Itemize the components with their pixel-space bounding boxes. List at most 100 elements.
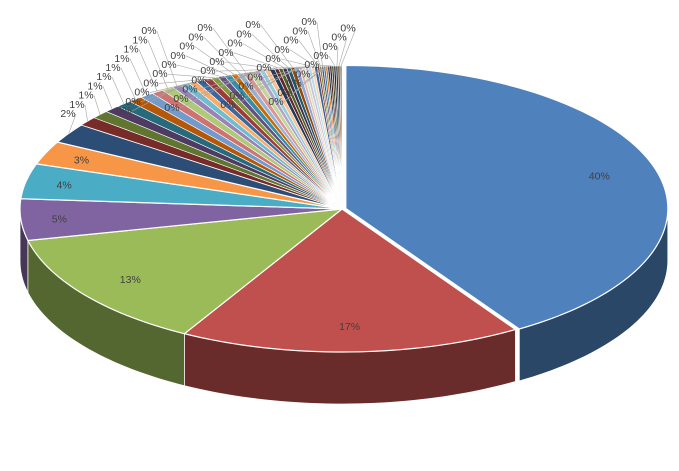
data-label-4: 4% <box>57 179 72 191</box>
leader-line-17 <box>140 82 193 103</box>
data-label-42: 0% <box>274 44 289 56</box>
leader-line-33 <box>242 43 285 69</box>
leader-line-49 <box>310 65 331 75</box>
data-label-32: 0% <box>218 47 233 59</box>
data-label-24: 0% <box>188 31 203 43</box>
data-label-25: 0% <box>197 22 212 34</box>
leader-line-32 <box>233 52 281 69</box>
data-label-46: 0% <box>268 96 283 108</box>
leader-line-15 <box>156 31 178 87</box>
data-label-9: 1% <box>87 80 102 92</box>
leader-line-54 <box>340 28 357 67</box>
data-label-22: 0% <box>170 50 185 62</box>
data-label-47: 0% <box>277 87 292 99</box>
data-label-19: 0% <box>143 77 158 89</box>
leader-line-25 <box>212 28 246 73</box>
data-label-33: 0% <box>227 38 242 50</box>
data-label-26: 0% <box>164 102 179 114</box>
pie-slice-6 <box>56 124 343 210</box>
data-label-13: 1% <box>123 44 138 56</box>
data-label-1: 17% <box>339 321 360 333</box>
data-label-51: 0% <box>313 50 328 62</box>
data-labels: 40%17%13%5%4%3%2%1%1%1%1%1%1%1%1%0%0%0%0… <box>52 16 610 333</box>
data-label-5: 3% <box>74 155 89 167</box>
data-label-12: 1% <box>114 53 129 65</box>
pie-slice-3 <box>19 198 343 242</box>
leader-line-53 <box>338 37 348 67</box>
data-label-28: 0% <box>182 84 197 96</box>
data-label-52: 0% <box>322 41 337 53</box>
pie-slice-2 <box>26 208 344 335</box>
data-label-44: 0% <box>292 25 307 37</box>
data-label-41: 0% <box>265 53 280 65</box>
data-label-50: 0% <box>304 59 319 71</box>
data-label-49: 0% <box>295 68 310 80</box>
leader-line-18 <box>149 80 200 93</box>
leader-line-45 <box>316 22 323 67</box>
data-label-2: 13% <box>120 274 141 286</box>
leader-line-6 <box>68 113 77 134</box>
data-label-39: 0% <box>247 71 262 83</box>
leader-line-29 <box>206 69 268 81</box>
data-label-29: 0% <box>191 74 206 86</box>
pie-tops <box>19 64 669 353</box>
leader-line-31 <box>224 61 277 70</box>
data-label-6: 2% <box>60 108 75 120</box>
leader-line-24 <box>203 37 241 74</box>
leader-lines <box>68 22 357 134</box>
leader-line-11 <box>120 67 136 100</box>
leader-line-9 <box>102 86 113 110</box>
data-label-35: 0% <box>245 19 260 31</box>
leader-line-42 <box>289 49 316 67</box>
leader-line-47 <box>292 65 327 94</box>
leader-line-8 <box>93 95 101 115</box>
data-label-53: 0% <box>331 32 346 44</box>
leader-line-10 <box>111 77 125 104</box>
data-label-36: 0% <box>220 99 235 111</box>
data-label-54: 0% <box>340 22 355 34</box>
leader-line-34 <box>251 34 289 69</box>
leader-line-40 <box>271 66 310 69</box>
data-label-34: 0% <box>236 28 251 40</box>
data-label-10: 1% <box>96 71 111 83</box>
leader-line-44 <box>307 31 321 67</box>
leader-line-20 <box>167 73 215 78</box>
leader-line-50 <box>319 64 333 67</box>
leader-line-22 <box>185 55 228 76</box>
leader-line-39 <box>262 66 307 78</box>
data-label-48: 0% <box>286 78 301 90</box>
data-label-7: 1% <box>69 99 84 111</box>
leader-line-12 <box>129 58 147 96</box>
data-label-21: 0% <box>161 59 176 71</box>
data-label-0: 40% <box>589 171 610 183</box>
data-label-31: 0% <box>209 56 224 68</box>
data-label-27: 0% <box>173 93 188 105</box>
leader-line-13 <box>138 49 158 92</box>
data-label-15: 0% <box>141 25 156 37</box>
data-label-14: 1% <box>132 34 147 46</box>
leader-line-26 <box>179 71 252 109</box>
pie-slice-1 <box>183 208 517 353</box>
data-label-37: 0% <box>229 90 244 102</box>
leader-line-27 <box>188 70 258 100</box>
data-label-40: 0% <box>256 62 271 74</box>
data-label-17: 0% <box>125 96 140 108</box>
leader-line-19 <box>158 78 208 84</box>
pie-slice-5 <box>35 141 343 210</box>
leader-line-23 <box>194 46 235 75</box>
data-label-23: 0% <box>179 41 194 53</box>
leader-line-28 <box>197 70 263 90</box>
leader-line-14 <box>147 40 168 89</box>
leader-line-30 <box>215 69 273 72</box>
data-label-30: 0% <box>200 65 215 77</box>
data-label-43: 0% <box>283 35 298 47</box>
data-label-3: 5% <box>52 213 67 225</box>
data-label-45: 0% <box>301 16 316 28</box>
leader-line-41 <box>280 58 313 67</box>
leader-line-52 <box>336 46 339 67</box>
data-label-8: 1% <box>78 90 93 102</box>
leader-line-43 <box>298 40 319 67</box>
pie-slice-0 <box>345 64 669 330</box>
data-label-16: 0% <box>116 105 131 117</box>
